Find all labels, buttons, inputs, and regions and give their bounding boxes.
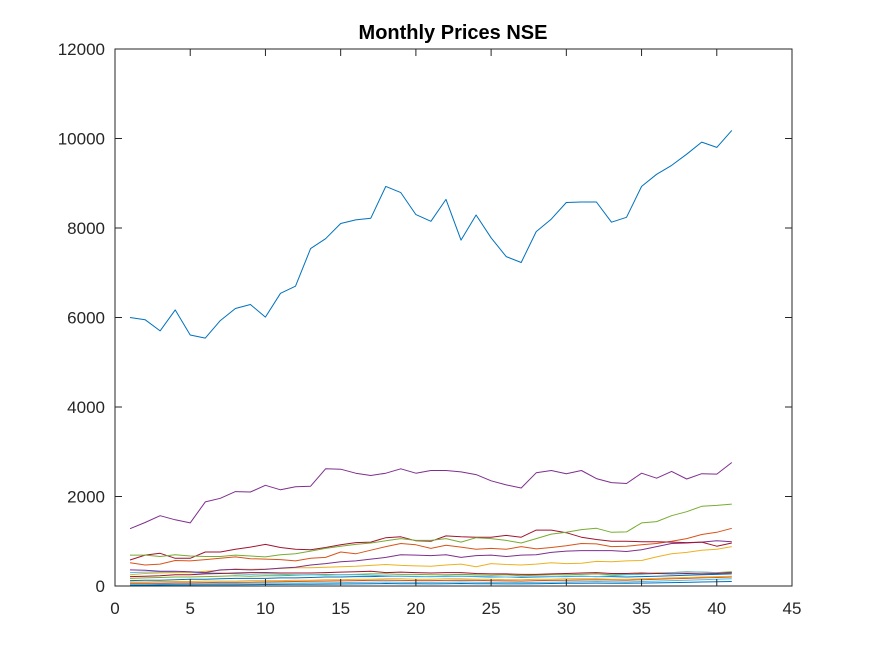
series-line-3 (130, 503, 732, 558)
series-layer (129, 130, 733, 586)
y-tick-label-0: 0 (96, 577, 105, 596)
series-line-5 (129, 527, 732, 566)
series-line-4 (129, 529, 732, 561)
x-tick-label-5: 5 (185, 599, 194, 618)
series-line-15 (130, 581, 732, 586)
y-tick-label-2000: 2000 (67, 488, 105, 507)
x-tick-label-10: 10 (256, 599, 275, 618)
y-tick-label-6000: 6000 (67, 309, 105, 328)
axis-ticks: 0 5 10 15 20 25 30 35 40 45 0 2000 4000 6000 8000 10000… (58, 40, 802, 618)
series-line-8 (129, 570, 732, 578)
x-tick-label-0: 0 (110, 599, 119, 618)
x-tick-label-20: 20 (406, 599, 425, 618)
chart-title: Monthly Prices NSE (359, 22, 548, 44)
y-tick-label-8000: 8000 (67, 219, 105, 238)
series-line-2 (129, 462, 733, 530)
x-tick-label-35: 35 (632, 599, 651, 618)
series-line-12 (130, 575, 732, 583)
y-tick-label-12000: 12000 (58, 40, 105, 59)
y-tick-label-10000: 10000 (58, 130, 105, 149)
x-tick-label-15: 15 (331, 599, 350, 618)
series-line-1 (129, 130, 733, 339)
x-tick-label-25: 25 (482, 599, 501, 618)
series-line-13 (130, 576, 732, 584)
x-tick-label-40: 40 (707, 599, 726, 618)
x-tick-label-30: 30 (557, 599, 576, 618)
x-tick-label-45: 45 (783, 599, 802, 618)
series-line-6 (129, 540, 732, 574)
y-tick-label-4000: 4000 (67, 398, 105, 417)
series-line-14 (130, 578, 732, 585)
